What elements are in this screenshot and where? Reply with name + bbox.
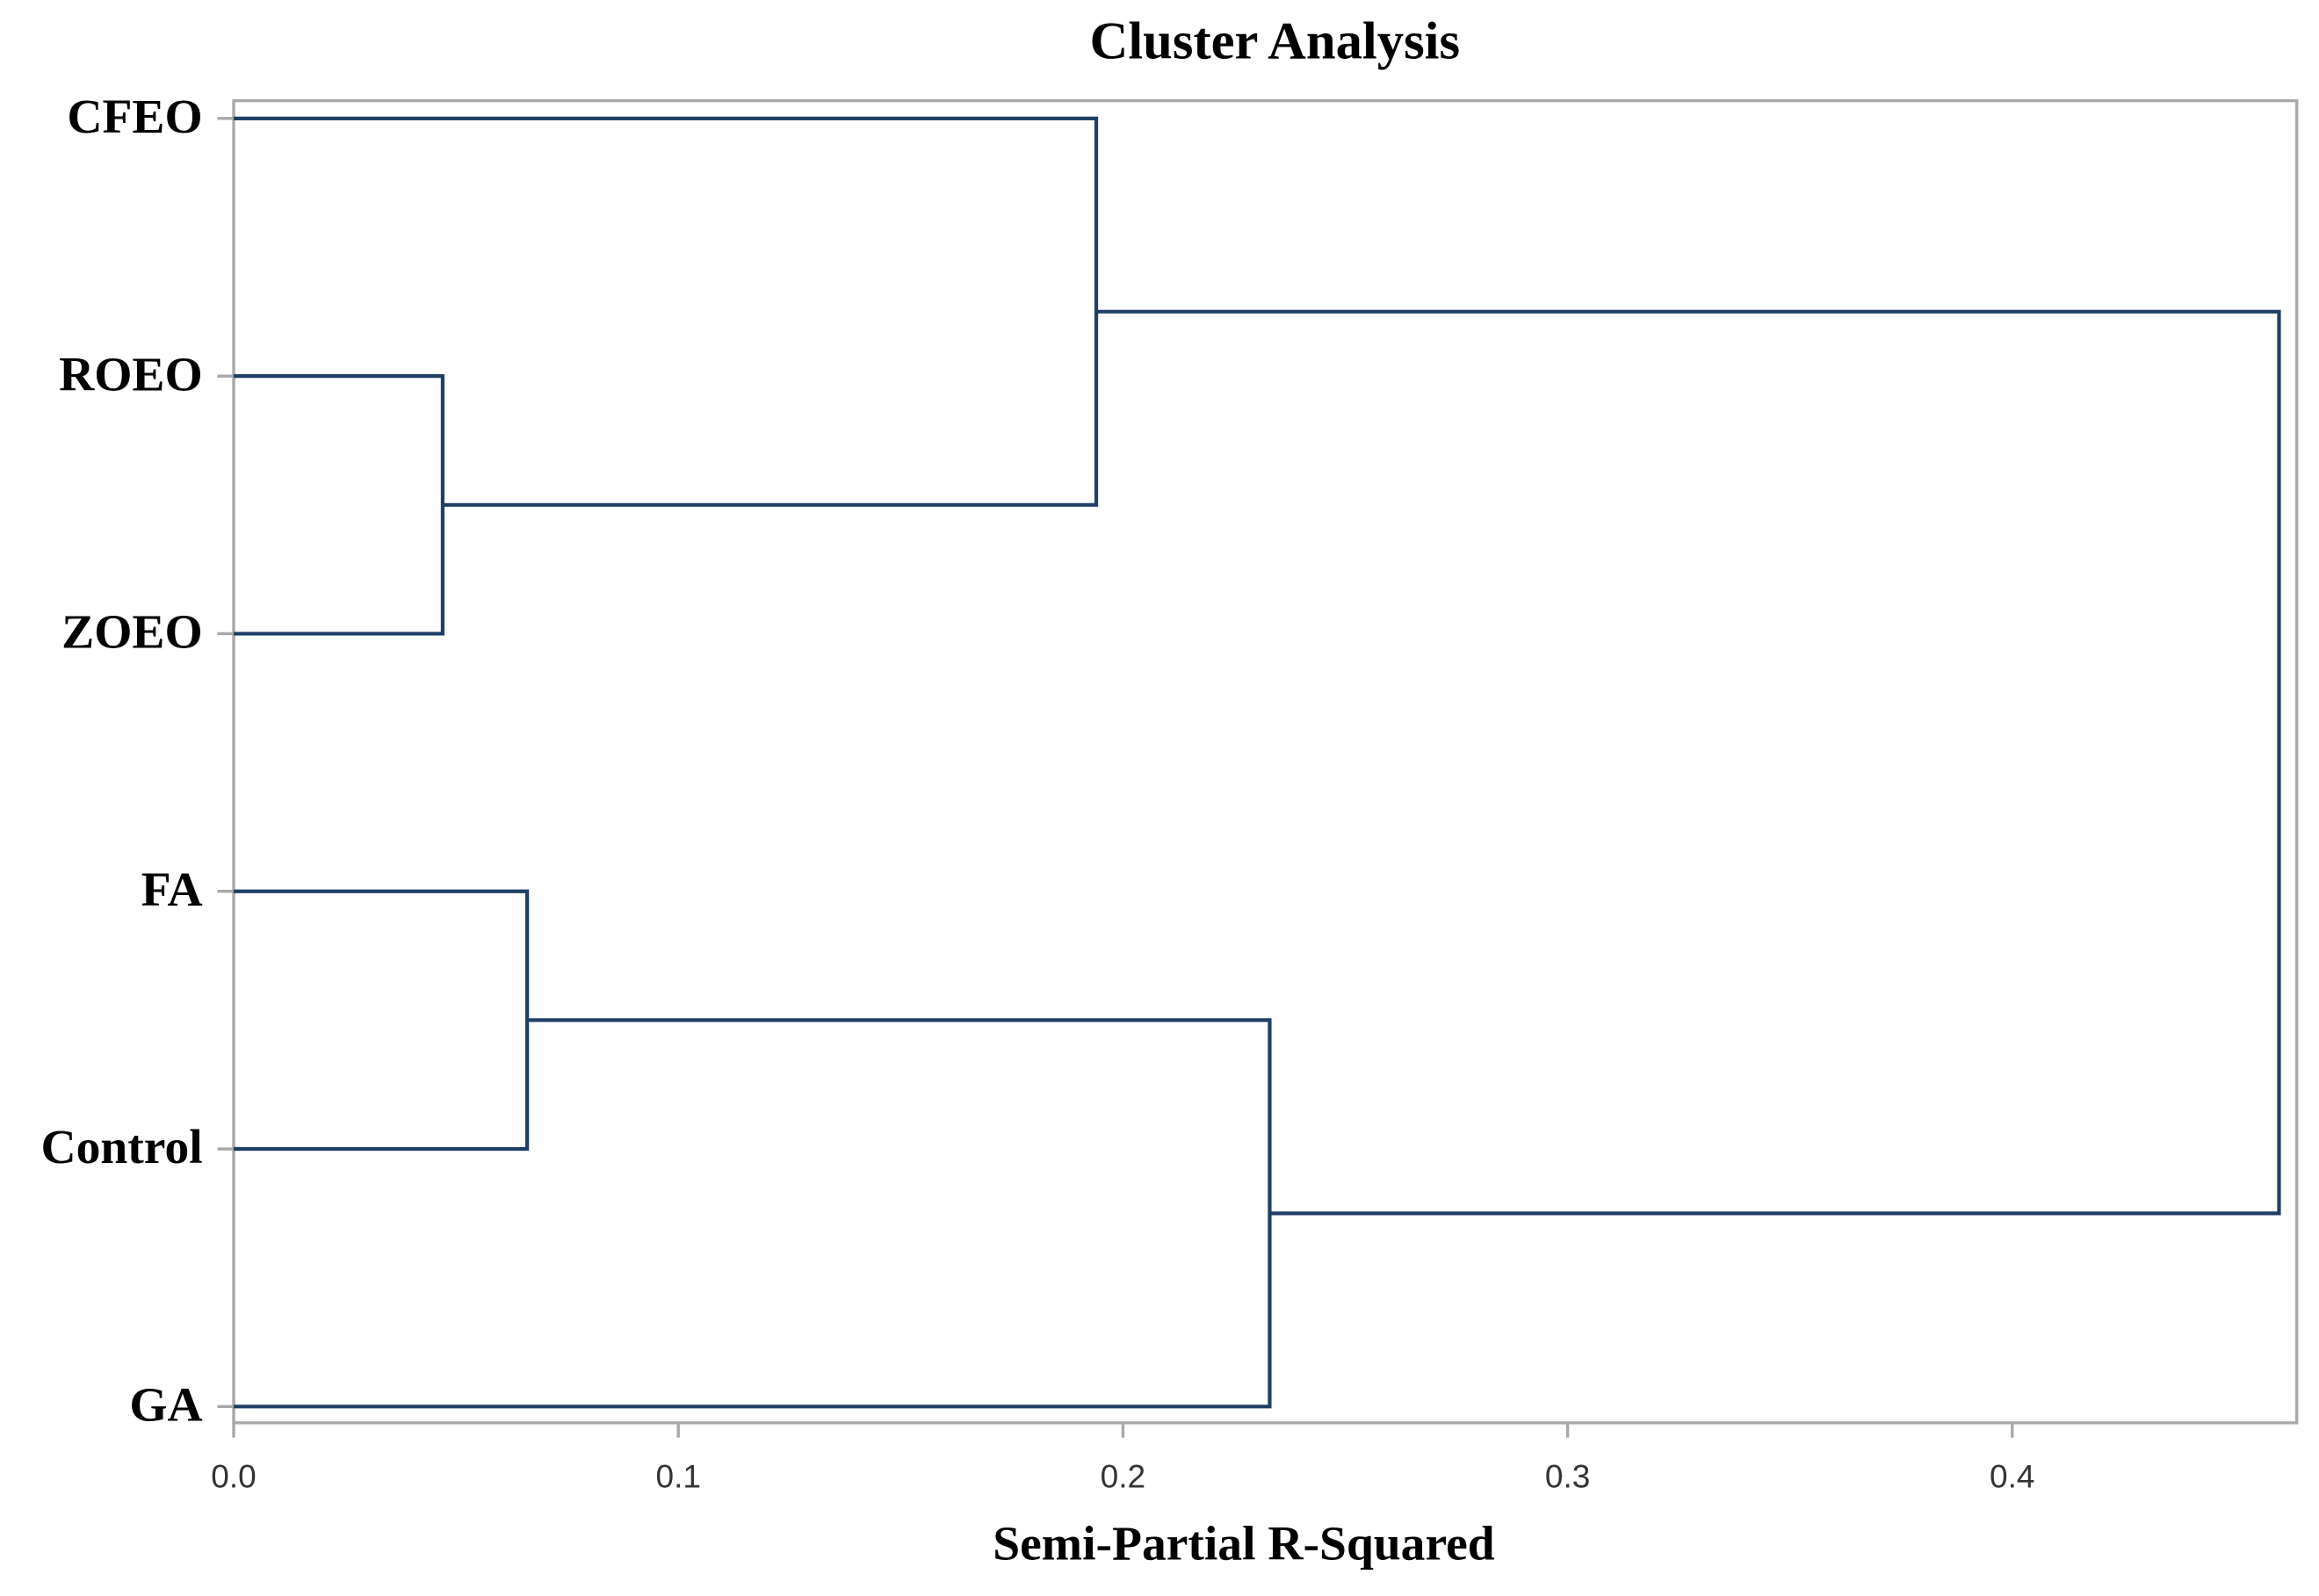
plot-frame <box>232 98 2299 1425</box>
x-tick-label: 0.4 <box>1990 1458 2034 1495</box>
leaf-label: Control <box>41 1120 203 1174</box>
dendrogram-link <box>234 116 1099 507</box>
leaf-label: FA <box>141 863 203 917</box>
dendrogram-link <box>234 889 530 1152</box>
x-tick-label: 0.2 <box>1101 1458 1145 1495</box>
dendrogram-link <box>1096 309 2281 1216</box>
x-axis-label: Semi-Partial R-Squared <box>993 1517 1494 1571</box>
leaf-label: ZOEO <box>61 605 203 660</box>
dendrogram-link <box>234 1018 1272 1409</box>
leaf-label: GA <box>129 1377 202 1432</box>
leaf-label: CFEO <box>67 90 202 144</box>
x-tick-label: 0.1 <box>655 1458 700 1495</box>
x-tick-label: 0.3 <box>1545 1458 1590 1495</box>
dendrogram-link <box>234 374 445 636</box>
x-tick-label: 0.0 <box>211 1458 256 1495</box>
chart-title: Cluster Analysis <box>1090 11 1461 70</box>
leaf-label: ROEO <box>59 347 203 401</box>
